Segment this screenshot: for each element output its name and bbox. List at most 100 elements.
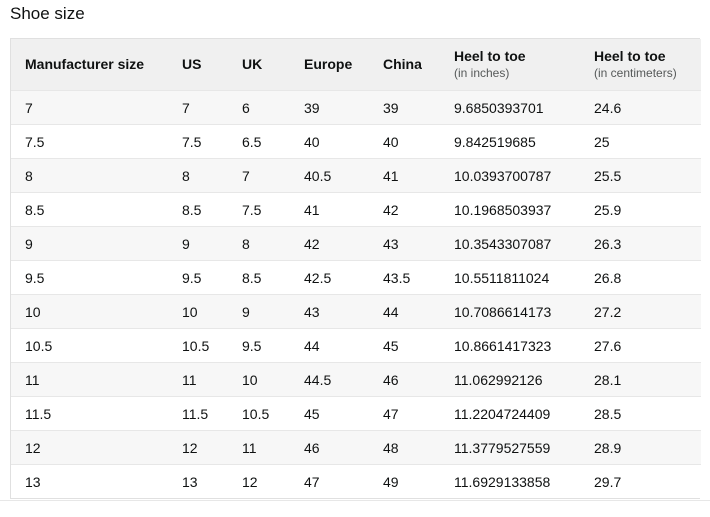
table-cell: 10.0393700787 <box>440 158 580 193</box>
table-cell: 40.5 <box>290 158 369 193</box>
table-cell: 9.6850393701 <box>440 90 580 125</box>
table-cell: 42 <box>369 192 440 227</box>
table-cell: 12 <box>168 430 228 465</box>
table-cell: 11 <box>168 362 228 397</box>
table-row: 12 12 11 46 48 11.3779527559 28.9 <box>11 430 701 465</box>
table-cell: 40 <box>290 124 369 159</box>
table-row: 9 9 8 42 43 10.3543307087 26.3 <box>11 226 701 261</box>
table-cell: 6 <box>228 90 290 125</box>
table-cell: 8 <box>11 158 168 193</box>
table-cell: 47 <box>290 464 369 498</box>
table-cell: 25 <box>580 124 701 159</box>
table-cell: 27.6 <box>580 328 701 363</box>
table-cell: 7 <box>168 90 228 125</box>
table-cell: 7.5 <box>228 192 290 227</box>
table-cell: 10.5 <box>228 396 290 431</box>
table-cell: 28.5 <box>580 396 701 431</box>
table-cell: 46 <box>290 430 369 465</box>
table-row: 10 10 9 43 44 10.7086614173 27.2 <box>11 294 701 329</box>
table-cell: 41 <box>290 192 369 227</box>
table-cell: 39 <box>290 90 369 125</box>
table-row: 8.5 8.5 7.5 41 42 10.1968503937 25.9 <box>11 192 701 227</box>
table-cell: 10 <box>228 362 290 397</box>
table-cell: 44.5 <box>290 362 369 397</box>
table-cell: 45 <box>290 396 369 431</box>
table-cell: 11.5 <box>168 396 228 431</box>
table-cell: 13 <box>11 464 168 498</box>
column-label: Heel to toe <box>454 48 526 64</box>
table-cell: 10 <box>11 294 168 329</box>
column-header: Heel to toe (in centimeters) <box>580 39 701 91</box>
table-row: 7.5 7.5 6.5 40 40 9.842519685 25 <box>11 124 701 159</box>
table-cell: 7.5 <box>11 124 168 159</box>
table-cell: 49 <box>369 464 440 498</box>
table-cell: 13 <box>168 464 228 498</box>
table-cell: 44 <box>369 294 440 329</box>
table-cell: 25.9 <box>580 192 701 227</box>
table-row: 7 7 6 39 39 9.6850393701 24.6 <box>11 90 701 125</box>
table-cell: 25.5 <box>580 158 701 193</box>
table-cell: 9.5 <box>228 328 290 363</box>
table-cell: 9.5 <box>168 260 228 295</box>
table-cell: 44 <box>290 328 369 363</box>
table-row: 11 11 10 44.5 46 11.062992126 28.1 <box>11 362 701 397</box>
table-cell: 26.3 <box>580 226 701 261</box>
column-sublabel: (in inches) <box>454 66 510 80</box>
section-divider <box>0 500 710 501</box>
table-cell: 10.8661417323 <box>440 328 580 363</box>
table-cell: 11.2204724409 <box>440 396 580 431</box>
column-sublabel: (in centimeters) <box>594 66 677 80</box>
table-cell: 7 <box>228 158 290 193</box>
table-cell: 8 <box>168 158 228 193</box>
table-cell: 9.5 <box>11 260 168 295</box>
table-row: 11.5 11.5 10.5 45 47 11.2204724409 28.5 <box>11 396 701 431</box>
table-cell: 40 <box>369 124 440 159</box>
table-cell: 41 <box>369 158 440 193</box>
table-cell: 8.5 <box>228 260 290 295</box>
table-cell: 27.2 <box>580 294 701 329</box>
table-cell: 24.6 <box>580 90 701 125</box>
table-cell: 29.7 <box>580 464 701 498</box>
table-cell: 11.5 <box>11 396 168 431</box>
table-cell: 9.842519685 <box>440 124 580 159</box>
table-cell: 11 <box>228 430 290 465</box>
table-cell: 11.3779527559 <box>440 430 580 465</box>
table-cell: 43.5 <box>369 260 440 295</box>
column-header: US <box>168 39 228 91</box>
table-cell: 28.9 <box>580 430 701 465</box>
table-cell: 11.6929133858 <box>440 464 580 498</box>
column-header: China <box>369 39 440 91</box>
page-title: Shoe size <box>10 4 85 23</box>
table-cell: 47 <box>369 396 440 431</box>
table-cell: 10.5 <box>168 328 228 363</box>
table-cell: 10 <box>168 294 228 329</box>
table-row: 10.5 10.5 9.5 44 45 10.8661417323 27.6 <box>11 328 701 363</box>
size-chart-body: 7 7 6 39 39 9.6850393701 24.6 7.5 7.5 6.5 40 40 9.84… <box>11 90 701 498</box>
table-cell: 48 <box>369 430 440 465</box>
table-cell: 12 <box>228 464 290 498</box>
table-cell: 9 <box>11 226 168 261</box>
table-cell: 10.5511811024 <box>440 260 580 295</box>
table-cell: 39 <box>369 90 440 125</box>
table-cell: 7 <box>11 90 168 125</box>
size-chart-table: Manufacturer size US UK Europe China Heel to … <box>11 39 701 498</box>
table-cell: 7.5 <box>168 124 228 159</box>
table-cell: 9 <box>168 226 228 261</box>
table-cell: 8.5 <box>11 192 168 227</box>
column-label: UK <box>242 56 263 72</box>
table-cell: 6.5 <box>228 124 290 159</box>
column-label: Europe <box>304 56 353 72</box>
table-cell: 12 <box>11 430 168 465</box>
table-cell: 43 <box>290 294 369 329</box>
table-cell: 42.5 <box>290 260 369 295</box>
table-row: 8 8 7 40.5 41 10.0393700787 25.5 <box>11 158 701 193</box>
table-cell: 10.3543307087 <box>440 226 580 261</box>
table-row: 9.5 9.5 8.5 42.5 43.5 10.5511811024 26.8 <box>11 260 701 295</box>
column-header: Europe <box>290 39 369 91</box>
table-cell: 10.7086614173 <box>440 294 580 329</box>
table-cell: 45 <box>369 328 440 363</box>
column-header: Manufacturer size <box>11 39 168 91</box>
column-header: UK <box>228 39 290 91</box>
table-cell: 11 <box>11 362 168 397</box>
table-cell: 26.8 <box>580 260 701 295</box>
